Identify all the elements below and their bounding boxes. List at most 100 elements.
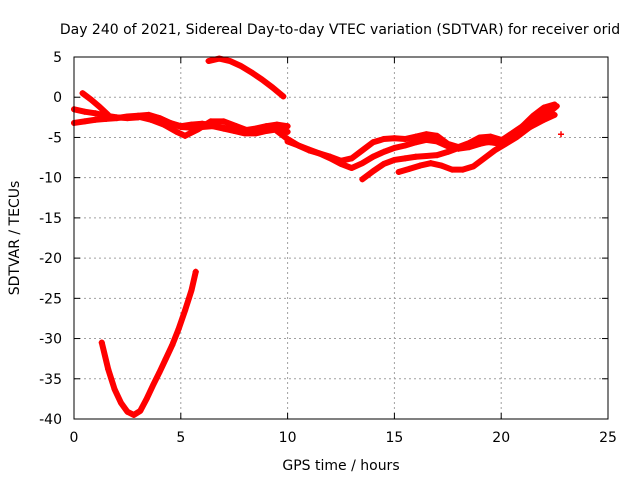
chart-title: Day 240 of 2021, Sidereal Day-to-day VTE… bbox=[60, 22, 620, 38]
data-point bbox=[519, 123, 526, 130]
series-trace-10 bbox=[98, 268, 199, 418]
data-point bbox=[113, 115, 120, 122]
data-point bbox=[391, 135, 398, 142]
data-point bbox=[380, 136, 387, 143]
data-point bbox=[348, 155, 355, 162]
data-point bbox=[81, 118, 88, 125]
x-tick-label: 15 bbox=[385, 430, 403, 446]
data-point bbox=[135, 113, 142, 120]
data-point bbox=[359, 160, 366, 167]
data-point bbox=[417, 162, 424, 169]
series-trace-3 bbox=[79, 90, 112, 118]
data-point bbox=[182, 307, 189, 314]
data-point bbox=[412, 133, 419, 140]
data-point bbox=[523, 126, 530, 133]
data-point bbox=[192, 268, 199, 275]
data-point bbox=[316, 150, 323, 157]
data-point bbox=[96, 103, 103, 110]
data-point bbox=[273, 128, 280, 135]
data-point bbox=[105, 111, 112, 118]
data-point bbox=[487, 133, 494, 140]
data-point bbox=[380, 148, 387, 155]
x-tick-label: 5 bbox=[176, 430, 185, 446]
data-point bbox=[92, 110, 99, 117]
y-tick-label: -20 bbox=[39, 251, 62, 267]
data-point bbox=[540, 104, 547, 111]
data-point bbox=[248, 69, 255, 76]
data-point bbox=[231, 128, 238, 135]
data-point bbox=[263, 128, 270, 135]
data-point bbox=[444, 140, 451, 147]
data-point bbox=[246, 128, 253, 135]
data-point bbox=[481, 155, 488, 162]
series-line bbox=[79, 90, 112, 118]
data-point bbox=[160, 121, 167, 128]
tick-layer: 0 5 10 15 20 25 5 0 -5 -10 -15 -20 -25 -30 -35 -40 bbox=[39, 50, 617, 446]
data-point bbox=[305, 147, 312, 154]
data-point bbox=[455, 144, 462, 151]
data-point bbox=[81, 108, 88, 115]
data-point bbox=[370, 153, 377, 160]
data-point bbox=[423, 131, 430, 138]
data-point bbox=[205, 58, 212, 65]
series-trace-8 bbox=[395, 103, 560, 176]
y-axis-label: SDTVAR / TECUs bbox=[7, 181, 23, 296]
data-point bbox=[194, 126, 201, 133]
data-point bbox=[177, 123, 184, 130]
data-point bbox=[252, 130, 259, 137]
data-point bbox=[513, 134, 520, 141]
data-point bbox=[402, 155, 409, 162]
data-point bbox=[105, 366, 112, 373]
data-point bbox=[169, 341, 176, 348]
y-tick-label: -40 bbox=[39, 412, 62, 428]
data-point bbox=[530, 112, 537, 119]
data-point bbox=[348, 165, 355, 172]
data-point bbox=[402, 142, 409, 149]
y-tick-label: -25 bbox=[39, 291, 62, 307]
data-point bbox=[295, 142, 302, 149]
data-point bbox=[124, 408, 131, 415]
data-point bbox=[545, 110, 552, 117]
data-point bbox=[98, 339, 105, 346]
data-point bbox=[327, 153, 334, 160]
data-point bbox=[502, 140, 509, 147]
data-point bbox=[88, 96, 95, 103]
data-point bbox=[406, 165, 413, 172]
series-trace-9 bbox=[205, 55, 287, 100]
data-point bbox=[551, 111, 558, 118]
y-tick-label: -35 bbox=[39, 372, 62, 388]
series-line bbox=[395, 103, 560, 176]
data-point bbox=[466, 140, 473, 147]
data-point bbox=[470, 163, 477, 170]
data-point bbox=[391, 156, 398, 163]
data-point bbox=[284, 128, 291, 135]
data-point bbox=[370, 139, 377, 146]
x-axis-label: GPS time / hours bbox=[282, 458, 399, 474]
data-point bbox=[137, 407, 144, 414]
data-point bbox=[459, 166, 466, 173]
data-point bbox=[558, 131, 565, 138]
data-point bbox=[434, 152, 441, 159]
data-point bbox=[175, 325, 182, 332]
data-point bbox=[370, 168, 377, 175]
data-point bbox=[284, 123, 291, 130]
data-point bbox=[188, 287, 195, 294]
data-point bbox=[237, 62, 244, 69]
data-point bbox=[412, 153, 419, 160]
data-point bbox=[427, 160, 434, 167]
x-tick-label: 0 bbox=[70, 430, 79, 446]
data-point bbox=[173, 128, 180, 135]
x-tick-label: 20 bbox=[492, 430, 510, 446]
data-point bbox=[338, 157, 344, 164]
series-trace-2 bbox=[71, 111, 291, 137]
data-point bbox=[162, 355, 169, 362]
data-point bbox=[359, 147, 366, 154]
data-point bbox=[438, 162, 445, 169]
y-tick-label: -30 bbox=[39, 332, 62, 348]
plot-frame bbox=[73, 56, 609, 420]
data-point bbox=[130, 411, 137, 418]
x-tick-label: 25 bbox=[599, 430, 617, 446]
series-line bbox=[135, 113, 253, 139]
